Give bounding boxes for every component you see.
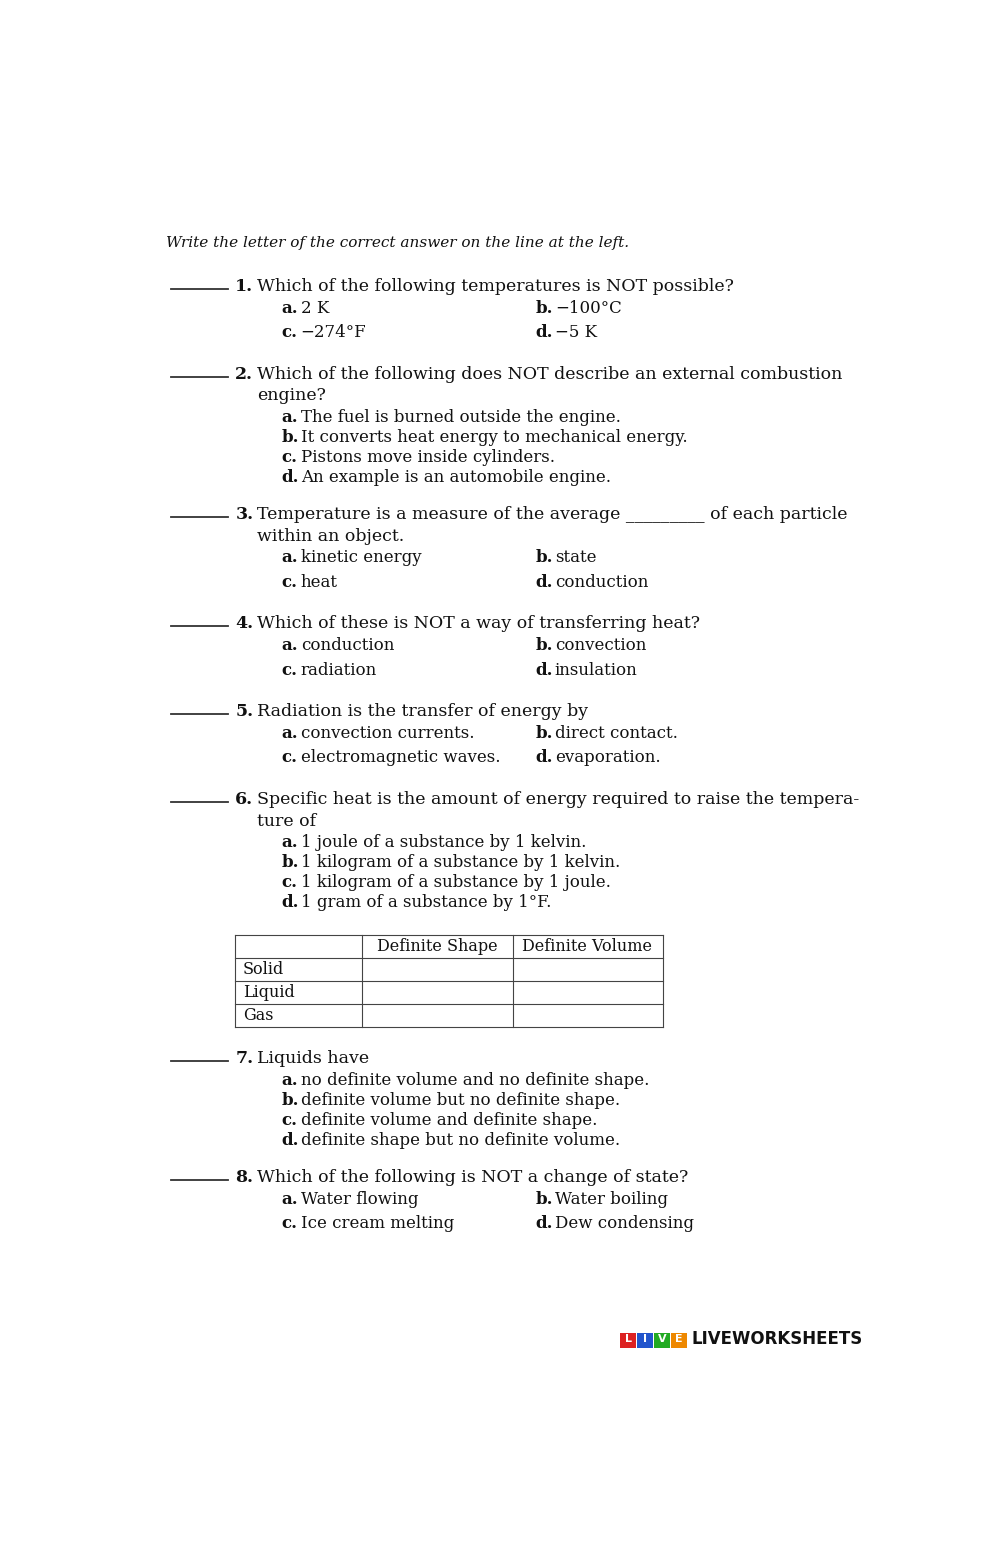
Text: direct contact.: direct contact. xyxy=(555,724,678,741)
Text: c.: c. xyxy=(282,574,298,591)
Text: Definite Volume: Definite Volume xyxy=(522,938,652,955)
Text: 1 joule of a substance by 1 kelvin.: 1 joule of a substance by 1 kelvin. xyxy=(301,834,586,851)
Text: c.: c. xyxy=(282,449,298,466)
Text: 2.: 2. xyxy=(235,365,253,382)
Text: Definite Shape: Definite Shape xyxy=(377,938,497,955)
Text: conduction: conduction xyxy=(555,574,648,591)
Text: 3.: 3. xyxy=(235,506,253,523)
Text: a.: a. xyxy=(282,1073,298,1090)
Bar xyxy=(620,1333,636,1348)
Text: insulation: insulation xyxy=(555,661,638,678)
Text: d.: d. xyxy=(536,325,553,342)
Text: definite volume but no definite shape.: definite volume but no definite shape. xyxy=(301,1091,620,1108)
Text: Write the letter of the correct answer on the line at the left.: Write the letter of the correct answer o… xyxy=(166,235,629,249)
Text: 4.: 4. xyxy=(235,616,253,633)
Text: state: state xyxy=(555,550,596,567)
Text: 1 kilogram of a substance by 1 kelvin.: 1 kilogram of a substance by 1 kelvin. xyxy=(301,854,620,872)
Text: b.: b. xyxy=(282,1091,299,1108)
Text: convection: convection xyxy=(555,636,646,653)
Text: LIVEWORKSHEETS: LIVEWORKSHEETS xyxy=(692,1330,863,1348)
Text: V: V xyxy=(658,1334,666,1344)
Text: a.: a. xyxy=(282,724,298,741)
Text: electromagnetic waves.: electromagnetic waves. xyxy=(301,749,500,766)
Bar xyxy=(671,1333,687,1348)
Text: −5 K: −5 K xyxy=(555,325,597,342)
Text: kinetic energy: kinetic energy xyxy=(301,550,421,567)
Text: Which of the following temperatures is NOT possible?: Which of the following temperatures is N… xyxy=(257,279,734,296)
Text: Ice cream melting: Ice cream melting xyxy=(301,1215,454,1232)
Bar xyxy=(637,1333,653,1348)
Text: Dew condensing: Dew condensing xyxy=(555,1215,694,1232)
Text: a.: a. xyxy=(282,834,298,851)
Text: b.: b. xyxy=(536,550,553,567)
Text: c.: c. xyxy=(282,749,298,766)
Text: heat: heat xyxy=(301,574,338,591)
Text: c.: c. xyxy=(282,1111,298,1128)
Text: a.: a. xyxy=(282,409,298,426)
Text: It converts heat energy to mechanical energy.: It converts heat energy to mechanical en… xyxy=(301,429,687,446)
Text: c.: c. xyxy=(282,661,298,678)
Bar xyxy=(654,1333,670,1348)
Text: −100°C: −100°C xyxy=(555,300,622,317)
Text: E: E xyxy=(675,1334,683,1344)
Text: b.: b. xyxy=(536,636,553,653)
Text: Water boiling: Water boiling xyxy=(555,1190,668,1207)
Text: 2 K: 2 K xyxy=(301,300,329,317)
Text: 5.: 5. xyxy=(235,703,253,720)
Text: conduction: conduction xyxy=(301,636,394,653)
Text: Liquids have: Liquids have xyxy=(257,1051,369,1068)
Text: 1.: 1. xyxy=(235,279,253,296)
Text: 1 kilogram of a substance by 1 joule.: 1 kilogram of a substance by 1 joule. xyxy=(301,875,611,892)
Text: a.: a. xyxy=(282,636,298,653)
Text: b.: b. xyxy=(282,429,299,446)
Text: I: I xyxy=(643,1334,647,1344)
Text: Which of these is NOT a way of transferring heat?: Which of these is NOT a way of transferr… xyxy=(257,616,700,633)
Text: Water flowing: Water flowing xyxy=(301,1190,418,1207)
Text: d.: d. xyxy=(282,469,299,486)
Text: d.: d. xyxy=(536,749,553,766)
Text: −274°F: −274°F xyxy=(301,325,366,342)
Text: no definite volume and no definite shape.: no definite volume and no definite shape… xyxy=(301,1073,649,1090)
Text: a.: a. xyxy=(282,550,298,567)
Text: Temperature is a measure of the average _________ of each particle: Temperature is a measure of the average … xyxy=(257,506,847,523)
Text: b.: b. xyxy=(536,1190,553,1207)
Text: definite shape but no definite volume.: definite shape but no definite volume. xyxy=(301,1132,620,1149)
Text: c.: c. xyxy=(282,1215,298,1232)
Text: Specific heat is the amount of energy required to raise the tempera-: Specific heat is the amount of energy re… xyxy=(257,791,859,808)
Text: An example is an automobile engine.: An example is an automobile engine. xyxy=(301,469,611,486)
Text: Radiation is the transfer of energy by: Radiation is the transfer of energy by xyxy=(257,703,588,720)
Text: Solid: Solid xyxy=(243,961,284,978)
Text: d.: d. xyxy=(282,895,299,912)
Text: b.: b. xyxy=(282,854,299,872)
Text: radiation: radiation xyxy=(301,661,377,678)
Text: 7.: 7. xyxy=(235,1051,253,1068)
Text: 1 gram of a substance by 1°F.: 1 gram of a substance by 1°F. xyxy=(301,895,551,912)
Text: b.: b. xyxy=(536,724,553,741)
Text: a.: a. xyxy=(282,1190,298,1207)
Text: engine?: engine? xyxy=(257,387,326,404)
Text: ture of: ture of xyxy=(257,813,316,830)
Text: d.: d. xyxy=(536,1215,553,1232)
Text: Which of the following does NOT describe an external combustion: Which of the following does NOT describe… xyxy=(257,365,842,382)
Text: L: L xyxy=(624,1334,632,1344)
Text: a.: a. xyxy=(282,300,298,317)
Text: d.: d. xyxy=(536,574,553,591)
Text: 6.: 6. xyxy=(235,791,253,808)
Text: Pistons move inside cylinders.: Pistons move inside cylinders. xyxy=(301,449,555,466)
Text: d.: d. xyxy=(536,661,553,678)
Text: convection currents.: convection currents. xyxy=(301,724,474,741)
Text: d.: d. xyxy=(282,1132,299,1149)
Text: within an object.: within an object. xyxy=(257,528,404,545)
Text: The fuel is burned outside the engine.: The fuel is burned outside the engine. xyxy=(301,409,621,426)
Text: Which of the following is NOT a change of state?: Which of the following is NOT a change o… xyxy=(257,1169,688,1186)
Text: c.: c. xyxy=(282,325,298,342)
Text: Liquid: Liquid xyxy=(243,985,295,1002)
Text: c.: c. xyxy=(282,875,298,892)
Text: definite volume and definite shape.: definite volume and definite shape. xyxy=(301,1111,597,1128)
Text: evaporation.: evaporation. xyxy=(555,749,660,766)
Text: b.: b. xyxy=(536,300,553,317)
Text: 8.: 8. xyxy=(235,1169,253,1186)
Text: Gas: Gas xyxy=(243,1008,274,1025)
